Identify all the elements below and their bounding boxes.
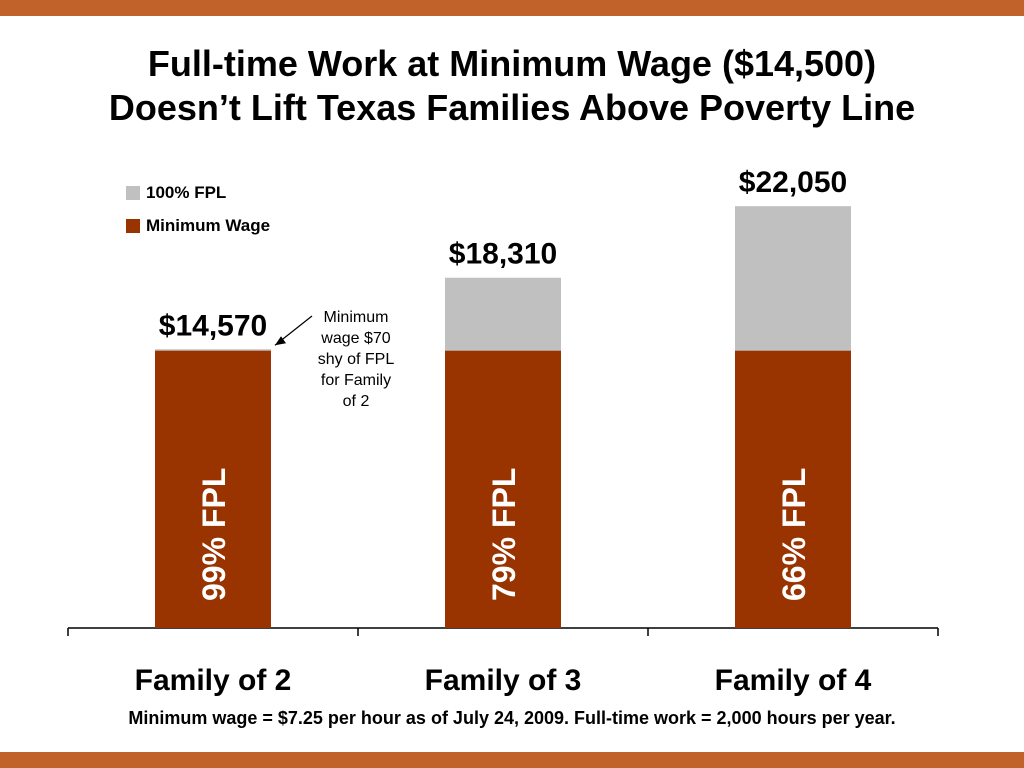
bar-segment-minimum-wage — [735, 350, 851, 628]
bar-segment-fpl — [155, 349, 271, 351]
category-label-family-of-3: Family of 3 — [424, 664, 582, 697]
legend-item-fpl: 100% FPL — [126, 183, 227, 202]
fpl-percent-label: 66% FPL — [776, 468, 812, 601]
annotation-line: wage $70 — [321, 330, 391, 347]
annotation-arrow-head — [275, 336, 286, 346]
category-label-family-of-4: Family of 4 — [714, 664, 872, 697]
chart-title-line-1: Full-time Work at Minimum Wage ($14,500) — [147, 43, 877, 84]
annotation-line: of 2 — [342, 393, 370, 410]
fpl-percent-label: 79% FPL — [486, 468, 522, 601]
legend-item-minimum-wage: Minimum Wage — [126, 216, 271, 235]
bar-segment-minimum-wage — [445, 350, 561, 628]
bottom-stripe — [0, 752, 1024, 768]
annotation-line: for Family — [320, 372, 392, 389]
bar-segment-fpl — [735, 206, 851, 351]
top-stripe — [0, 0, 1024, 16]
legend-label-fpl: 100% FPL — [146, 183, 227, 202]
bar-segment-fpl — [445, 277, 561, 351]
footnote: Minimum wage = $7.25 per hour as of July… — [128, 708, 896, 728]
total-value-label: $14,570 — [159, 309, 267, 342]
annotation-text: Minimum wage $70 shy of FPL for Family o… — [296, 307, 416, 412]
legend-swatch-minimum-wage — [126, 219, 140, 233]
chart-title-line-2: Doesn’t Lift Texas Families Above Povert… — [108, 87, 916, 128]
annotation-line: shy of FPL — [317, 351, 395, 368]
annotation-line: Minimum — [323, 309, 389, 326]
legend-label-minimum-wage: Minimum Wage — [146, 216, 271, 235]
total-value-label: $18,310 — [449, 238, 557, 271]
legend-swatch-fpl — [126, 186, 140, 200]
fpl-percent-label: 99% FPL — [196, 468, 232, 601]
total-value-label: $22,050 — [739, 166, 847, 199]
bar-segment-minimum-wage — [155, 350, 271, 628]
category-label-family-of-2: Family of 2 — [134, 664, 292, 697]
